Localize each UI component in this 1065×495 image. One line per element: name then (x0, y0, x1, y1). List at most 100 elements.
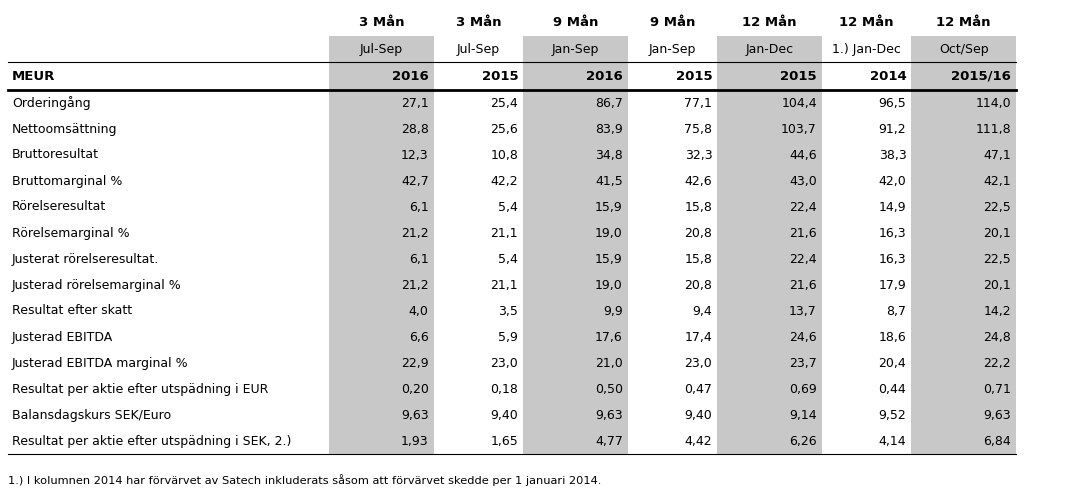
Bar (9, 350, 329, 376)
Bar (912, 272, 1016, 298)
Bar (523, 62, 627, 90)
Bar (718, 36, 822, 62)
Bar (912, 246, 1016, 272)
Text: 42,2: 42,2 (491, 175, 519, 188)
Text: 22,4: 22,4 (789, 252, 817, 265)
Bar (9, 376, 329, 402)
Bar (329, 220, 433, 246)
Text: 42,7: 42,7 (402, 175, 429, 188)
Bar (627, 8, 718, 36)
Text: 38,3: 38,3 (879, 148, 906, 161)
Text: 21,2: 21,2 (402, 279, 429, 292)
Text: 83,9: 83,9 (595, 122, 623, 136)
Text: 21,1: 21,1 (491, 279, 519, 292)
Text: Resultat per aktie efter utspädning i SEK, 2.): Resultat per aktie efter utspädning i SE… (12, 435, 292, 447)
Text: 2014: 2014 (870, 69, 906, 83)
Text: 2016: 2016 (586, 69, 623, 83)
Bar (523, 272, 627, 298)
Text: 0,44: 0,44 (879, 383, 906, 396)
Text: 17,9: 17,9 (879, 279, 906, 292)
Bar (329, 62, 433, 90)
Bar (329, 272, 433, 298)
Text: MEUR: MEUR (12, 69, 55, 83)
Bar (9, 246, 329, 272)
Bar (523, 8, 627, 36)
Text: 28,8: 28,8 (400, 122, 429, 136)
Bar (329, 90, 433, 116)
Bar (627, 428, 718, 454)
Text: Bruttoresultat: Bruttoresultat (12, 148, 99, 161)
Bar (822, 324, 912, 350)
Text: 9,63: 9,63 (402, 408, 429, 422)
Bar (329, 246, 433, 272)
Bar (822, 428, 912, 454)
Bar (627, 350, 718, 376)
Bar (718, 90, 822, 116)
Bar (627, 324, 718, 350)
Bar (627, 116, 718, 142)
Text: 19,0: 19,0 (595, 279, 623, 292)
Text: 5,9: 5,9 (498, 331, 519, 344)
Text: Rörelsemarginal %: Rörelsemarginal % (12, 227, 130, 240)
Text: 4,0: 4,0 (409, 304, 429, 317)
Bar (523, 324, 627, 350)
Bar (433, 116, 523, 142)
Bar (627, 376, 718, 402)
Bar (912, 324, 1016, 350)
Text: 96,5: 96,5 (879, 97, 906, 109)
Bar (433, 168, 523, 194)
Text: 6,26: 6,26 (789, 435, 817, 447)
Bar (523, 246, 627, 272)
Bar (9, 324, 329, 350)
Bar (718, 246, 822, 272)
Bar (9, 272, 329, 298)
Bar (912, 168, 1016, 194)
Bar (822, 376, 912, 402)
Text: Oct/Sep: Oct/Sep (939, 43, 988, 55)
Bar (822, 116, 912, 142)
Text: 22,2: 22,2 (983, 356, 1011, 369)
Bar (627, 220, 718, 246)
Bar (627, 90, 718, 116)
Text: Jan-Dec: Jan-Dec (746, 43, 793, 55)
Text: 13,7: 13,7 (789, 304, 817, 317)
Text: 21,0: 21,0 (595, 356, 623, 369)
Bar (329, 168, 433, 194)
Text: Nettoomsättning: Nettoomsättning (12, 122, 117, 136)
Bar (912, 376, 1016, 402)
Text: Justerad EBITDA marginal %: Justerad EBITDA marginal % (12, 356, 189, 369)
Text: Jan-Sep: Jan-Sep (649, 43, 697, 55)
Text: 18,6: 18,6 (879, 331, 906, 344)
Text: Justerad rörelsemarginal %: Justerad rörelsemarginal % (12, 279, 182, 292)
Text: Jan-Sep: Jan-Sep (552, 43, 600, 55)
Text: 6,6: 6,6 (409, 331, 429, 344)
Text: 1,65: 1,65 (491, 435, 519, 447)
Bar (329, 142, 433, 168)
Bar (912, 428, 1016, 454)
Bar (912, 298, 1016, 324)
Bar (433, 90, 523, 116)
Text: 21,6: 21,6 (789, 279, 817, 292)
Bar (912, 90, 1016, 116)
Text: 42,0: 42,0 (879, 175, 906, 188)
Text: 32,3: 32,3 (685, 148, 712, 161)
Bar (433, 428, 523, 454)
Text: 34,8: 34,8 (595, 148, 623, 161)
Text: 19,0: 19,0 (595, 227, 623, 240)
Text: 23,0: 23,0 (491, 356, 519, 369)
Bar (718, 350, 822, 376)
Text: 24,8: 24,8 (983, 331, 1011, 344)
Bar (912, 8, 1016, 36)
Bar (329, 428, 433, 454)
Text: Resultat per aktie efter utspädning i EUR: Resultat per aktie efter utspädning i EU… (12, 383, 268, 396)
Text: 9,4: 9,4 (692, 304, 712, 317)
Text: 1,93: 1,93 (402, 435, 429, 447)
Bar (433, 402, 523, 428)
Bar (912, 36, 1016, 62)
Bar (433, 62, 523, 90)
Text: 22,5: 22,5 (983, 200, 1011, 213)
Text: 14,2: 14,2 (983, 304, 1011, 317)
Bar (822, 142, 912, 168)
Text: 15,9: 15,9 (595, 252, 623, 265)
Text: 9,9: 9,9 (603, 304, 623, 317)
